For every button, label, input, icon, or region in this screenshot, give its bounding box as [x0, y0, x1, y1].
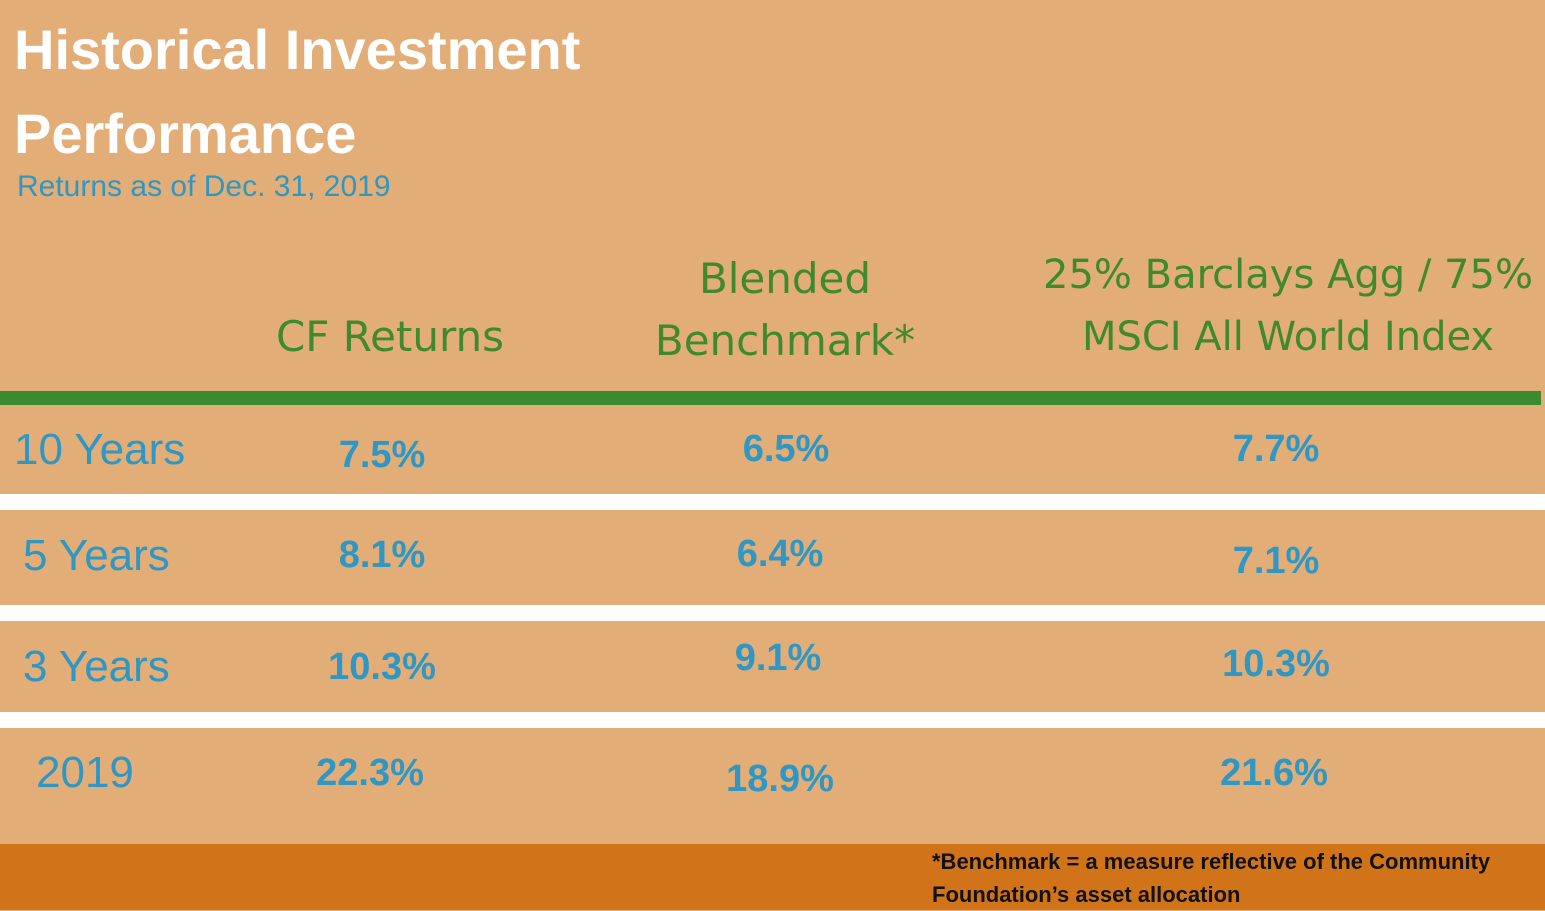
- footer-band: [0, 844, 1545, 910]
- column-header-line: Benchmark*: [654, 316, 916, 365]
- cell-barclays-msci: 7.1%: [1232, 540, 1320, 582]
- row-separator: [0, 494, 1545, 510]
- cell-cf-returns: 10.3%: [328, 646, 436, 688]
- cell-blended-benchmark: 9.1%: [734, 637, 822, 679]
- column-header-line: 25% Barclays Agg / 75%: [1043, 252, 1533, 298]
- row-separator: [0, 605, 1545, 621]
- column-header-barclays-msci: 25% Barclays Agg / 75% MSCI All World In…: [1038, 244, 1538, 368]
- cell-blended-benchmark: 6.5%: [742, 428, 830, 470]
- benchmark-footnote: *Benchmark = a measure reflective of the…: [932, 849, 1491, 907]
- subtitle: Returns as of Dec. 31, 2019: [17, 170, 391, 203]
- title-line-2: Performance: [14, 102, 357, 165]
- cell-blended-benchmark: 18.9%: [726, 758, 834, 800]
- row-label: 10 Years: [14, 425, 186, 474]
- row-separator: [0, 712, 1545, 728]
- column-header-line: MSCI All World Index: [1081, 314, 1495, 360]
- cell-barclays-msci: 10.3%: [1222, 643, 1330, 685]
- header-rule: [0, 391, 1541, 405]
- cell-barclays-msci: 7.7%: [1232, 428, 1320, 470]
- title-line-1: Historical Investment: [14, 18, 581, 81]
- cell-blended-benchmark: 6.4%: [736, 533, 824, 575]
- row-label: 3 Years: [23, 642, 170, 691]
- cell-cf-returns: 8.1%: [338, 534, 426, 576]
- cell-barclays-msci: 21.6%: [1220, 752, 1328, 794]
- column-header-line: Blended: [698, 254, 872, 303]
- row-label: 5 Years: [23, 531, 170, 580]
- cell-cf-returns: 22.3%: [316, 752, 424, 794]
- column-header-cf-returns: CF Returns: [260, 306, 520, 368]
- page-title: Historical Investment Performance: [14, 8, 580, 176]
- column-header-line: CF Returns: [275, 312, 505, 361]
- row-label: 2019: [36, 748, 134, 797]
- cell-cf-returns: 7.5%: [338, 434, 426, 476]
- column-header-blended-benchmark: Blended Benchmark*: [630, 248, 940, 372]
